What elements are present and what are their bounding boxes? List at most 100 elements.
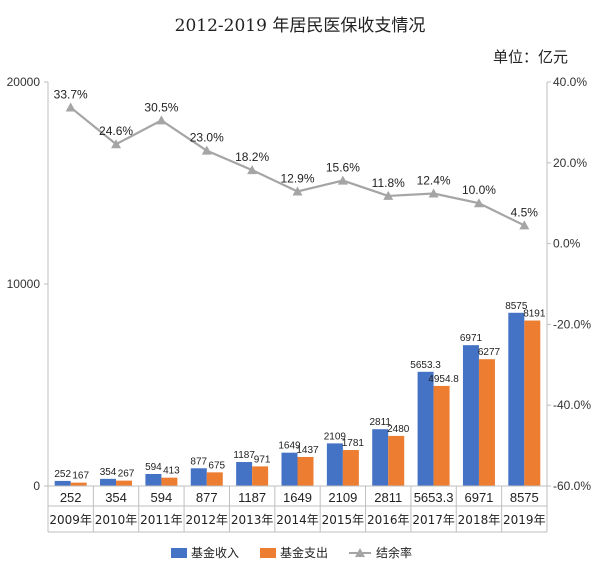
rate-line xyxy=(69,106,525,227)
bar-expense-label: 267 xyxy=(118,469,135,480)
category-tick-label: 2016年 xyxy=(367,513,410,527)
right-axis-tick-label: 40.0% xyxy=(553,75,587,89)
legend-label: 基金支出 xyxy=(280,545,328,560)
rate-point xyxy=(473,198,484,208)
bar-expense-label: 1781 xyxy=(342,438,365,449)
rate-label: 15.6% xyxy=(326,161,360,175)
category-tick-label: 2017年 xyxy=(412,513,455,527)
bar-income xyxy=(417,371,434,486)
rate-label: 23.0% xyxy=(190,131,224,145)
bar-expense-label: 413 xyxy=(163,466,180,477)
bar-expense xyxy=(524,320,541,486)
bar-income xyxy=(508,312,525,486)
rate-label: 11.8% xyxy=(372,176,405,190)
bar-income xyxy=(236,462,253,486)
bar-income-label: 6971 xyxy=(460,333,483,344)
right-axis-tick-label: -60.0% xyxy=(553,479,591,493)
bar-income xyxy=(54,480,71,486)
bar-expense xyxy=(388,435,405,486)
legend-marker xyxy=(355,548,365,557)
bar-expense-label: 2480 xyxy=(387,424,410,435)
unit-label: 单位：亿元 xyxy=(493,48,568,66)
bar-expense xyxy=(206,472,223,486)
rate-point xyxy=(292,186,303,196)
bar-expense xyxy=(161,477,178,486)
bar-expense-label: 675 xyxy=(208,460,225,471)
right-axis-tick-label: -40.0% xyxy=(553,398,591,412)
bar-income-label: 5653.3 xyxy=(410,360,441,371)
right-axis-tick-label: 20.0% xyxy=(553,156,587,170)
rate-label: 24.6% xyxy=(99,124,133,138)
category-tick-label: 2009年 xyxy=(49,513,92,527)
left-axis-tick-label: 10000 xyxy=(7,277,41,291)
table-cell-value: 1187 xyxy=(238,490,266,505)
category-tick-label: 2014年 xyxy=(276,513,319,527)
category-tick-label: 2019年 xyxy=(503,513,546,527)
table-cell-value: 594 xyxy=(151,490,173,505)
bar-expense xyxy=(116,480,133,486)
bar-expense xyxy=(433,385,450,486)
rate-point xyxy=(201,145,212,155)
rate-point xyxy=(428,188,439,198)
table-cell-value: 1649 xyxy=(283,490,312,505)
bar-income xyxy=(326,443,343,486)
category-tick-label: 2015年 xyxy=(322,513,365,527)
bar-expense xyxy=(342,450,359,486)
rate-label: 33.7% xyxy=(54,87,88,101)
right-axis-tick-label: 0.0% xyxy=(553,237,581,251)
bar-income xyxy=(462,345,479,486)
left-axis-tick-label: 0 xyxy=(33,479,40,493)
rate-point xyxy=(65,102,76,112)
bar-income-label: 2109 xyxy=(324,431,347,442)
rate-label: 12.4% xyxy=(417,174,451,188)
table-cell-value: 354 xyxy=(105,490,127,505)
bar-income-label: 877 xyxy=(190,456,207,467)
bar-income-label: 1187 xyxy=(233,450,255,461)
bar-income xyxy=(100,478,117,486)
table-cell-value: 252 xyxy=(60,490,82,505)
bar-expense xyxy=(478,359,495,486)
category-tick-label: 2011年 xyxy=(140,513,183,527)
bar-expense xyxy=(297,456,314,486)
bar-expense-label: 8191 xyxy=(523,309,546,320)
table-cell-value: 8575 xyxy=(510,490,539,505)
legend-swatch xyxy=(171,548,187,558)
table-cell-value: 2811 xyxy=(374,490,402,505)
rate-point xyxy=(247,165,258,175)
bar-income xyxy=(190,468,207,486)
rate-label: 18.2% xyxy=(235,150,269,164)
table-cell-value: 6971 xyxy=(464,490,493,505)
rate-label: 30.5% xyxy=(144,100,178,114)
bar-income xyxy=(372,429,389,486)
rate-point xyxy=(111,139,122,149)
bar-income-label: 8575 xyxy=(505,301,528,312)
category-tick-label: 2013年 xyxy=(231,513,274,527)
bar-expense-label: 167 xyxy=(72,471,89,482)
bar-expense-label: 971 xyxy=(254,454,271,465)
table-cell-value: 2109 xyxy=(328,490,357,505)
rate-point xyxy=(383,190,394,200)
legend-label: 基金收入 xyxy=(191,545,239,560)
bar-income-label: 354 xyxy=(100,467,117,478)
bar-income-label: 2811 xyxy=(369,417,391,428)
table-cell-value: 877 xyxy=(196,490,218,505)
category-tick-label: 2018年 xyxy=(458,513,501,527)
right-axis-tick-label: -20.0% xyxy=(553,317,591,331)
rate-point xyxy=(156,115,167,125)
table-cell-value: 5653.3 xyxy=(414,490,454,505)
bar-expense xyxy=(252,466,269,486)
bar-income xyxy=(281,452,298,486)
left-axis-tick-label: 20000 xyxy=(7,75,41,89)
legend-label: 结余率 xyxy=(376,545,412,560)
rate-point xyxy=(337,175,348,185)
chart-title: 2012-2019 年居民医保收支情况 xyxy=(175,16,426,36)
category-tick-label: 2012年 xyxy=(185,513,228,527)
bar-expense-label: 6277 xyxy=(478,347,501,358)
bar-income-label: 594 xyxy=(145,462,162,473)
bar-income-label: 252 xyxy=(54,469,71,480)
rate-label: 10.0% xyxy=(462,183,496,197)
bar-expense-label: 4954.8 xyxy=(428,374,459,385)
rate-label: 12.9% xyxy=(280,171,314,185)
legend-swatch xyxy=(260,548,276,558)
